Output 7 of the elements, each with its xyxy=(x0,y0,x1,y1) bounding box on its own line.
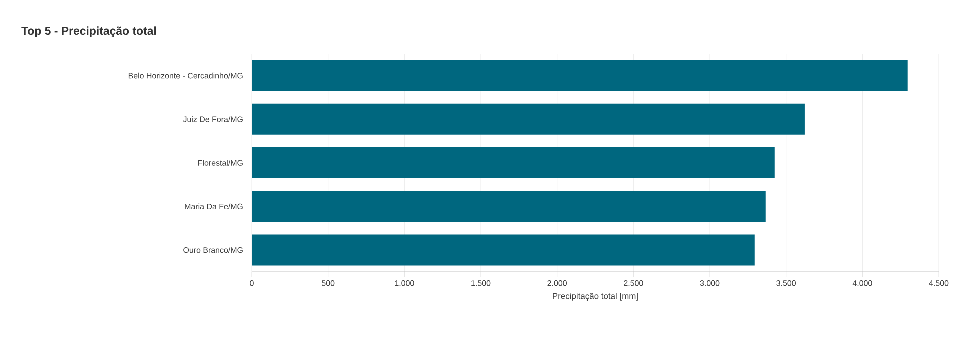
bar xyxy=(252,191,766,222)
bar xyxy=(252,148,775,179)
text: Top 5 - Precipitação total xyxy=(22,26,156,38)
bar xyxy=(252,60,908,92)
x-axis-title: Precipitação total [mm] xyxy=(553,293,638,301)
bar xyxy=(252,104,805,135)
bar xyxy=(252,234,755,266)
